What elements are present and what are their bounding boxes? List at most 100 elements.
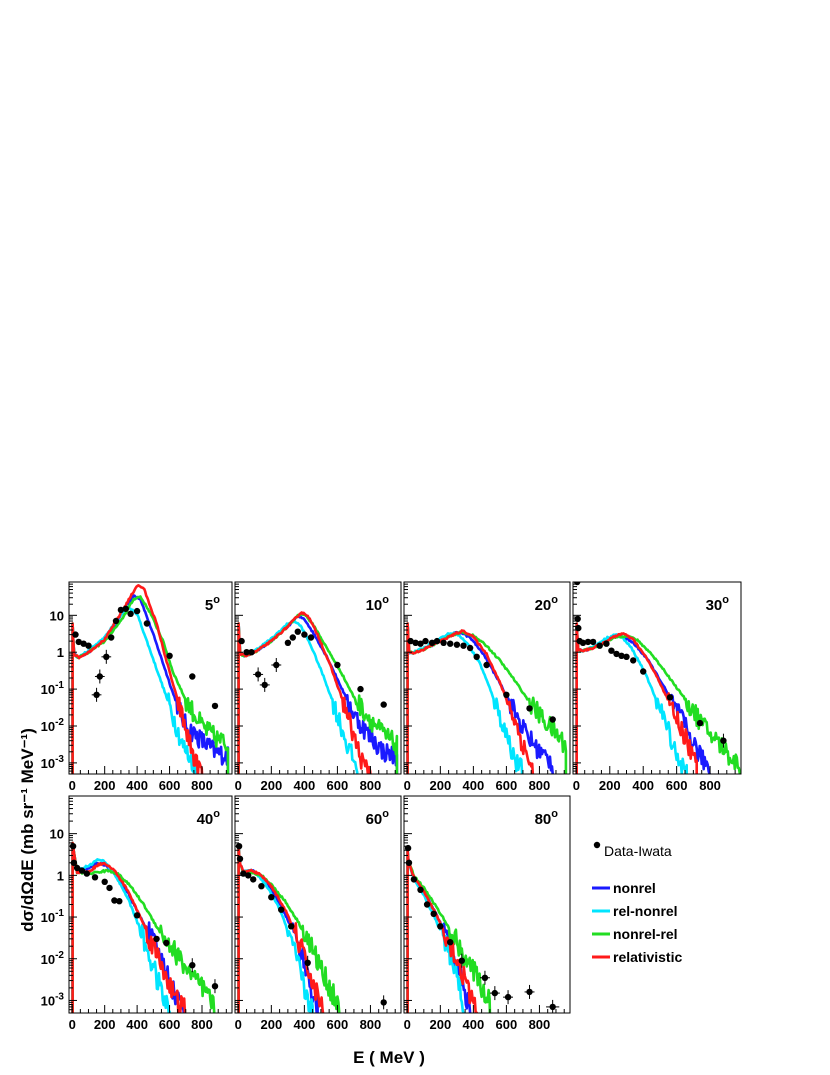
data-point <box>78 867 86 874</box>
data-point <box>466 644 474 652</box>
data-points <box>407 637 556 723</box>
data-point <box>304 959 311 966</box>
x-tick-label: 800 <box>529 778 551 793</box>
panel-10-deg: 0 200 400 600 800 10o <box>234 581 402 793</box>
data-point <box>116 898 123 905</box>
curve-relativistic <box>575 622 698 774</box>
angle-label: 10o <box>366 594 390 614</box>
curves <box>71 841 216 1013</box>
data-point <box>108 634 115 641</box>
x-tick-label: 400 <box>463 1017 485 1032</box>
x-tick-label: 0 <box>404 1017 411 1032</box>
x-tick-label: 600 <box>159 1017 181 1032</box>
x-tick-label: 800 <box>360 778 382 793</box>
curve-nonrel <box>71 594 230 774</box>
data-point <box>491 989 498 997</box>
y-tick-label: 1 <box>57 868 64 883</box>
data-points <box>238 628 387 708</box>
x-tick-label: 200 <box>429 1017 451 1032</box>
x-tick-label: 400 <box>294 778 316 793</box>
legend-data-label: Data-Iwata <box>604 843 672 859</box>
x-tick-label: 400 <box>126 778 148 793</box>
panel-30-deg: 0 200 400 600 800 30o <box>572 581 742 793</box>
legend-label-nonrel: nonrel <box>613 880 656 896</box>
data-point <box>579 639 587 646</box>
data-point <box>430 910 437 917</box>
data-point <box>288 923 295 930</box>
curve-rel-nonrel <box>237 619 359 774</box>
legend-label-rel-nonrel: rel-nonrel <box>613 903 678 919</box>
data-points <box>72 605 219 710</box>
curve-relativistic <box>406 849 478 1013</box>
y-tick-label: 10-3 <box>41 754 65 771</box>
x-tick-label: 800 <box>699 778 721 793</box>
legend-data-marker <box>593 841 601 849</box>
x-tick-label: 200 <box>94 778 116 793</box>
x-tick-label: 600 <box>496 778 518 793</box>
curves <box>406 849 492 1013</box>
curve-nonrel-rel <box>71 841 216 1013</box>
data-point <box>405 859 413 866</box>
data-point <box>458 957 465 964</box>
y-tick-label: 10 <box>50 827 64 842</box>
data-point <box>460 642 467 649</box>
y-tick-label: 1 <box>57 645 64 660</box>
data-point <box>96 673 104 680</box>
data-point <box>258 883 265 890</box>
data-point <box>608 647 615 654</box>
data-point <box>117 606 125 614</box>
panel-80-deg: 0 200 400 600 800 80o <box>403 795 571 1032</box>
data-point <box>85 642 92 649</box>
data-point <box>618 652 625 659</box>
data-point <box>380 701 387 708</box>
data-point <box>526 705 533 712</box>
x-tick-label: 600 <box>159 778 181 793</box>
data-point <box>278 906 285 913</box>
y-tick-label: 10-2 <box>41 717 65 734</box>
data-point <box>666 694 674 701</box>
panel-5-deg: 0 200 400 600 800 10 1 10-1 10-2 10-3 5o <box>41 581 233 793</box>
x-tick-label: 0 <box>235 1017 242 1032</box>
curve-nonrel-rel <box>406 849 492 1013</box>
curve-rel-nonrel <box>406 849 465 1013</box>
x-tick-label: 400 <box>463 778 485 793</box>
x-tick-label: 600 <box>496 1017 518 1032</box>
data-point <box>380 999 387 1006</box>
angle-label: 5o <box>205 594 220 614</box>
data-point <box>412 639 419 646</box>
x-tick-label: 800 <box>191 1017 213 1032</box>
data-point <box>357 685 364 693</box>
data-point <box>503 691 510 698</box>
data-point <box>301 631 308 638</box>
data-point <box>238 637 245 645</box>
data-point <box>72 631 79 638</box>
data-point <box>250 876 257 883</box>
y-tick-label: 10 <box>50 608 64 623</box>
x-tick-label: 0 <box>69 1017 76 1032</box>
data-point <box>623 653 630 660</box>
data-point <box>83 870 91 877</box>
x-tick-label: 200 <box>260 778 282 793</box>
data-point <box>243 649 250 656</box>
y-tick-label: 10-2 <box>41 950 65 967</box>
x-tick-label: 800 <box>191 778 213 793</box>
data-point <box>630 657 637 664</box>
y-axis-title: dσ/dΩdE (mb sr⁻¹ MeV⁻¹) <box>18 728 37 932</box>
data-point <box>189 673 196 680</box>
data-point <box>549 1003 556 1011</box>
curve-rel-nonrel <box>71 605 197 774</box>
data-point <box>106 884 113 892</box>
panel-20-deg: 0 200 400 600 800 20o <box>403 581 571 793</box>
angle-label: 60o <box>366 808 390 828</box>
panel-frame <box>234 795 402 1014</box>
data-point <box>245 872 252 879</box>
data-point <box>589 638 597 646</box>
y-tick-label: 10-3 <box>41 991 65 1008</box>
data-point <box>433 637 441 645</box>
data-point <box>407 637 414 645</box>
data-point <box>111 897 118 904</box>
x-tick-label: 200 <box>429 778 451 793</box>
data-point <box>423 901 431 908</box>
data-point <box>93 691 100 698</box>
data-point <box>133 607 141 615</box>
